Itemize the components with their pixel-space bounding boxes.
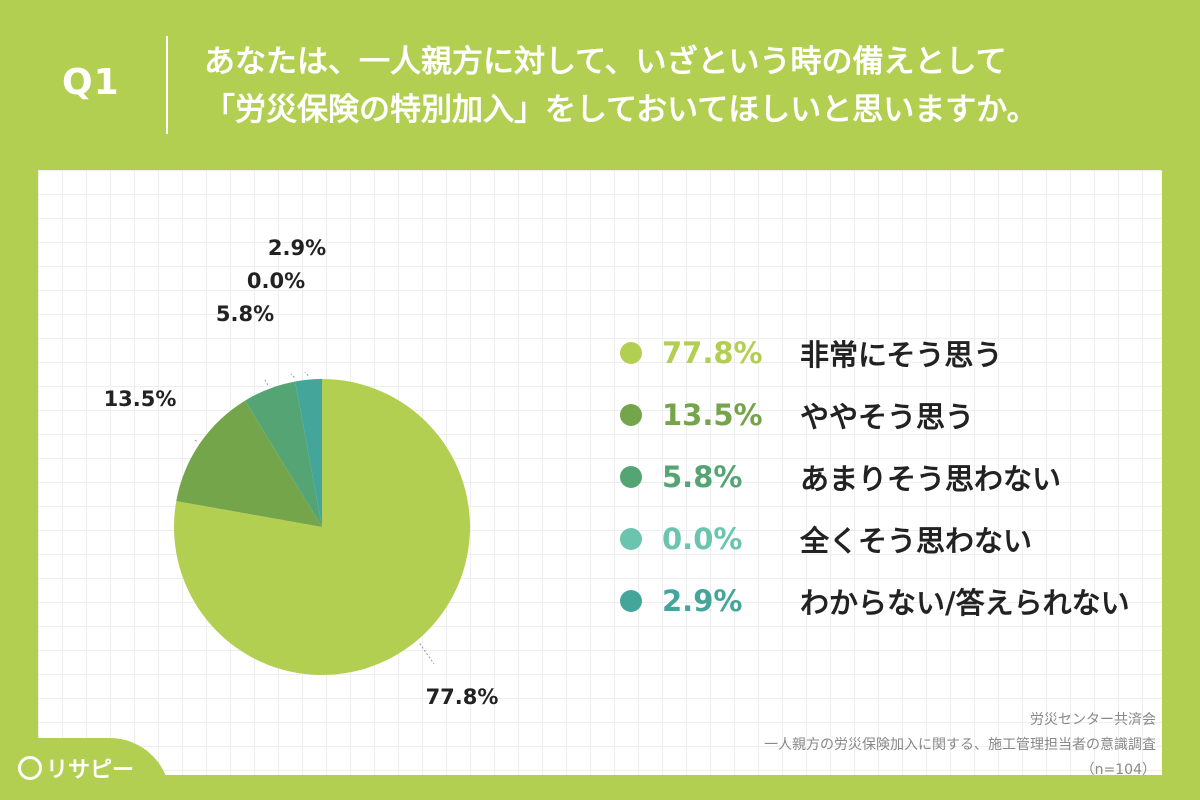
legend-swatch-4 (620, 528, 642, 550)
leader-line-5 (304, 371, 309, 376)
leader-line-3 (263, 377, 269, 386)
legend-swatch-1 (620, 342, 642, 364)
legend-item-3: 5.8% あまりそう思わない (620, 457, 1180, 497)
pie-slice-5 (295, 379, 322, 527)
logo-text: リサピー (46, 758, 135, 783)
source-sample-size: （n=104） (1080, 762, 1156, 778)
legend-swatch-2 (620, 404, 642, 426)
slice-label-5: 2.9% (268, 236, 326, 260)
slice-label-3: 5.8% (216, 302, 274, 326)
legend-label-3: あまりそう思わない (800, 462, 1062, 496)
legend-label-5: わからない/答えられない (800, 586, 1130, 620)
pie-slice-3 (245, 381, 322, 527)
legend-label-1: 非常にそう思う (800, 338, 1003, 372)
logo-pin-icon (18, 756, 42, 780)
slice-label-1: 77.8% (426, 685, 499, 709)
legend-item-2: 13.5% ややそう思う (620, 395, 1180, 435)
legend-value-5: 2.9% (662, 584, 743, 618)
legend-value-3: 5.8% (662, 460, 743, 494)
legend-swatch-3 (620, 466, 642, 488)
legend-label-4: 全くそう思わない (800, 524, 1033, 558)
source-organization: 労災センター共済会 (1030, 712, 1156, 728)
slice-label-4: 0.0% (247, 269, 305, 293)
legend-value-1: 77.8% (662, 336, 763, 370)
question-divider (166, 36, 168, 134)
pie-slice-2 (176, 400, 322, 527)
leader-line-4 (290, 373, 295, 378)
legend-item-1: 77.8% 非常にそう思う (620, 333, 1180, 373)
question-line-1: あなたは、一人親方に対して、いざという時の備えとして (204, 44, 1007, 80)
question-number: Q1 (62, 62, 120, 103)
legend-label-2: ややそう思う (800, 400, 975, 434)
brand-logo: リサピー (0, 738, 170, 800)
legend-item-4: 0.0% 全くそう思わない (620, 519, 1180, 559)
leader-line-2 (194, 439, 197, 442)
source-survey-title: 一人親方の労災保険加入に関する、施工管理担当者の意識調査 (764, 737, 1156, 753)
legend-swatch-5 (620, 590, 642, 612)
question-line-2: 「労災保険の特別加入」をしておいてほしいと思いますか。 (204, 92, 1038, 128)
slice-label-2: 13.5% (104, 387, 177, 411)
legend-value-4: 0.0% (662, 522, 743, 556)
legend-value-2: 13.5% (662, 398, 763, 432)
leader-line-1 (419, 643, 435, 665)
source-note: 労災センター共済会 一人親方の労災保険加入に関する、施工管理担当者の意識調査 （… (764, 708, 1156, 783)
legend-item-5: 2.9% わからない/答えられない (620, 581, 1180, 621)
question-title: あなたは、一人親方に対して、いざという時の備えとして 「労災保険の特別加入」をし… (204, 38, 1164, 134)
